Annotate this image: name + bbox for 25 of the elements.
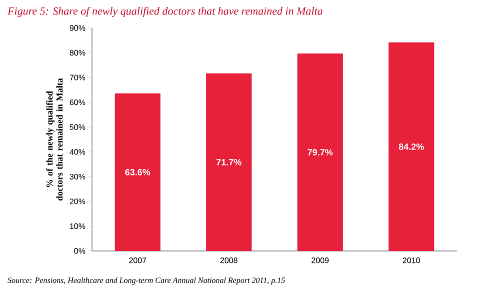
y-tick-label: 60% (70, 100, 86, 106)
bar (206, 73, 252, 251)
y-tick-label: 70% (70, 74, 86, 80)
source-note: Source: Pensions, Healthcare and Long-term Care Annual National Report 2011, p.15 (8, 277, 285, 285)
data-label: 84.2% (398, 143, 424, 150)
y-tick-label: 30% (70, 174, 86, 180)
y-tick-label: 90% (70, 25, 86, 31)
y-tick-label: 0% (74, 248, 86, 254)
bar (388, 42, 434, 251)
data-label: 79.7% (308, 149, 333, 156)
y-tick-label: 80% (70, 50, 86, 56)
bar (297, 54, 343, 251)
y-tick-label: 20% (70, 198, 86, 204)
x-tick-label: 2010 (402, 258, 420, 264)
chart-title: Figure 5: Share of newly qualified doctors that have remained in Malta (7, 6, 322, 18)
y-tick-label: 40% (70, 149, 86, 155)
data-label: 71.7% (216, 159, 242, 166)
x-tick-label: 2008 (220, 258, 238, 264)
data-label: 63.6% (125, 169, 150, 176)
bar (114, 93, 160, 251)
x-tick-label: 2009 (312, 258, 329, 264)
y-tick-label: 10% (70, 223, 86, 230)
x-tick-label: 2007 (129, 258, 146, 264)
y-axis-title: % of the newly qualified doctors that remained in Malta (46, 78, 63, 201)
y-tick-label: 50% (70, 124, 86, 130)
